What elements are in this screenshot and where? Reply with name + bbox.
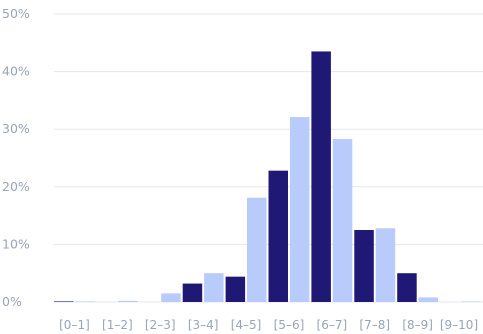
x-tick-label: [0–1] [59,318,90,332]
x-tick-label: [3–4] [188,318,219,332]
y-tick-label: 20% [2,179,30,194]
bar-series-2-8 [418,297,439,302]
bar-series-2-9 [461,301,481,302]
x-tick-label: [1–2] [102,318,133,332]
bar-series-1-4 [225,276,246,302]
y-tick-label: 40% [2,64,30,79]
bar-series-2-4 [247,197,267,302]
bar-series-2-1 [118,300,138,302]
bar-series-1-8 [397,273,417,302]
bar-series-2-3 [204,273,224,302]
bar-series-2-5 [289,117,310,302]
bar-series-2-6 [332,138,353,302]
bar-series-2-7 [375,228,396,302]
x-tick-label: [5–6] [274,318,305,332]
bar-series-1-0 [54,301,74,302]
x-tick-label: [6–7] [317,318,348,332]
bar-series-1-7 [354,230,374,302]
bar-series-2-2 [161,293,181,302]
x-tick-label: [7–8] [359,318,390,332]
bar-series-2-0 [75,301,95,302]
x-tick-label: [4–5] [231,318,262,332]
x-tick-label: [9–10] [440,318,478,332]
bar-series-1-5 [268,170,288,302]
x-tick-label: [8–9] [402,318,433,332]
bar-series-1-6 [311,51,331,302]
x-tick-label: [2–3] [145,318,176,332]
y-tick-label: 50% [2,6,30,21]
y-axis-ticks: 0% 10% 20% 30% 40% 50% [2,6,30,309]
x-axis-ticks: [0–1] [1–2] [2–3] [3–4] [4–5] [5–6] [6–7] [7–8]… [59,318,478,332]
bar-series-1-3 [182,283,203,302]
y-tick-label: 10% [2,236,30,251]
bars [54,51,481,302]
y-tick-label: 30% [2,121,30,136]
y-tick-label: 0% [2,294,22,309]
